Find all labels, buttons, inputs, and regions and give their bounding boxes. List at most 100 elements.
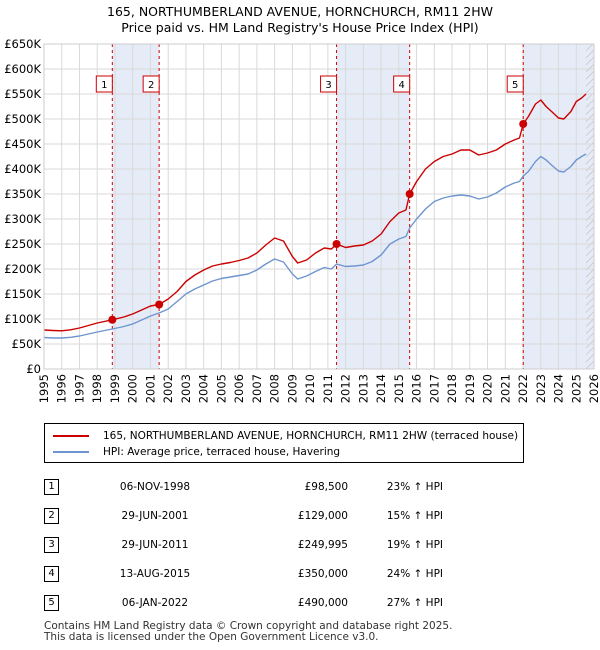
chart-legend: 165, NORTHUMBERLAND AVENUE, HORNCHURCH, … bbox=[44, 423, 524, 463]
x-tick-label: 1999 bbox=[108, 374, 122, 403]
x-tick-label: 1996 bbox=[55, 374, 69, 403]
y-tick-label: £100K bbox=[4, 312, 41, 326]
x-tick-label: 2020 bbox=[481, 374, 495, 403]
transaction-hpi-change: 23% ↑ HPI bbox=[386, 480, 443, 493]
chart-subtitle: Price paid vs. HM Land Registry's House … bbox=[121, 20, 479, 35]
footer-copyright: Contains HM Land Registry data © Crown c… bbox=[44, 620, 453, 632]
transaction-number-cell: 4 bbox=[44, 559, 80, 588]
y-tick-label: £650K bbox=[4, 37, 41, 51]
y-tick-label: £300K bbox=[4, 212, 41, 226]
transaction-price: £98,500 bbox=[304, 480, 348, 493]
legend-swatch-red bbox=[53, 435, 89, 437]
transaction-price: £129,000 bbox=[297, 509, 348, 522]
hpi-line bbox=[43, 153, 587, 339]
shade-period-1 bbox=[112, 44, 160, 369]
transaction-price: £490,000 bbox=[297, 596, 348, 609]
x-tick-label: 1997 bbox=[72, 374, 86, 403]
sale-label-box-3 bbox=[320, 75, 338, 93]
sale-point-1 bbox=[108, 315, 117, 324]
transaction-price: £249,995 bbox=[297, 538, 348, 551]
transaction-date: 29-JUN-2001 bbox=[121, 509, 189, 522]
transaction-date: 06-NOV-1998 bbox=[119, 480, 191, 493]
y-tick-label: £400K bbox=[4, 162, 41, 176]
transaction-number-cell: 1 bbox=[44, 472, 80, 501]
transaction-date: 06-JAN-2022 bbox=[121, 596, 189, 609]
y-tick-label: £50K bbox=[12, 337, 42, 351]
transaction-number: 1 bbox=[44, 478, 59, 495]
chart-title: 165, NORTHUMBERLAND AVENUE, HORNCHURCH, … bbox=[107, 4, 493, 19]
sale-label-box-1 bbox=[95, 75, 113, 93]
x-tick-label: 2000 bbox=[126, 374, 140, 403]
x-tick-label: 2022 bbox=[516, 374, 530, 403]
footer-license: This data is licensed under the Open Gov… bbox=[44, 631, 379, 643]
x-tick-label: 2006 bbox=[232, 374, 246, 403]
y-tick-label: £0 bbox=[26, 362, 41, 376]
y-tick-label: £150K bbox=[4, 287, 41, 301]
x-tick-label: 2023 bbox=[534, 374, 548, 403]
y-tick-label: £450K bbox=[4, 137, 41, 151]
x-tick-label: 2011 bbox=[321, 374, 335, 403]
x-tick-label: 2018 bbox=[445, 374, 459, 403]
x-tick-label: 2003 bbox=[179, 374, 193, 403]
x-tick-label: 2009 bbox=[285, 374, 299, 403]
legend-item-hpi: HPI: Average price, terraced house, Have… bbox=[53, 445, 340, 459]
sale-point-5 bbox=[519, 120, 528, 128]
transaction-hpi-change: 19% ↑ HPI bbox=[386, 538, 443, 551]
x-tick-label: 2013 bbox=[356, 374, 370, 403]
transaction-number: 5 bbox=[44, 594, 59, 611]
legend-swatch-blue bbox=[53, 451, 89, 453]
transaction-row: 5 06-JAN-2022 £490,000 27% ↑ HPI bbox=[44, 588, 443, 617]
x-tick-label: 2016 bbox=[410, 374, 424, 403]
sale-label-3: 3 bbox=[325, 80, 331, 91]
transaction-number: 2 bbox=[44, 507, 59, 524]
transactions-table: 1 06-NOV-1998 £98,500 23% ↑ HPI 2 29-JUN-2001… bbox=[44, 472, 443, 617]
x-tick-label: 2002 bbox=[161, 374, 175, 403]
sale-label-box-2 bbox=[142, 75, 160, 93]
y-tick-label: £550K bbox=[4, 87, 41, 101]
x-tick-label: 2004 bbox=[197, 374, 211, 403]
x-tick-label: 2021 bbox=[498, 374, 512, 403]
x-tick-label: 1998 bbox=[90, 374, 104, 403]
transaction-date: 13-AUG-2015 bbox=[119, 567, 191, 580]
y-tick-label: £250K bbox=[4, 237, 41, 251]
shade-period-2 bbox=[336, 44, 410, 369]
y-tick-label: £500K bbox=[4, 112, 41, 126]
sale-label-5: 5 bbox=[512, 80, 518, 91]
x-tick-label: 1995 bbox=[37, 374, 51, 403]
y-tick-label: £350K bbox=[4, 187, 41, 201]
x-tick-label: 2005 bbox=[214, 374, 228, 403]
transaction-hpi-change: 24% ↑ HPI bbox=[386, 567, 443, 580]
sale-point-4 bbox=[405, 190, 414, 198]
sale-point-2 bbox=[155, 300, 164, 309]
transaction-hpi-change: 15% ↑ HPI bbox=[386, 509, 443, 522]
sale-label-box-4 bbox=[393, 75, 411, 93]
x-tick-label: 2025 bbox=[569, 374, 583, 403]
plot-border bbox=[43, 43, 595, 370]
transaction-number-cell: 5 bbox=[44, 588, 80, 617]
transaction-number: 3 bbox=[44, 536, 59, 553]
x-tick-label: 2010 bbox=[303, 374, 317, 403]
x-tick-label: 2007 bbox=[250, 374, 264, 403]
legend-item-property: 165, NORTHUMBERLAND AVENUE, HORNCHURCH, … bbox=[53, 429, 518, 443]
sale-label-1: 1 bbox=[101, 80, 107, 91]
y-tick-label: £600K bbox=[4, 62, 41, 76]
transaction-date: 29-JUN-2011 bbox=[121, 538, 189, 551]
transaction-row: 2 29-JUN-2001 £129,000 15% ↑ HPI bbox=[44, 501, 443, 530]
transaction-price: £350,000 bbox=[297, 567, 348, 580]
x-tick-label: 2012 bbox=[339, 374, 353, 403]
transaction-number-cell: 2 bbox=[44, 501, 80, 530]
sale-label-2: 2 bbox=[148, 80, 154, 91]
x-tick-label: 2026 bbox=[587, 374, 600, 403]
x-tick-label: 2024 bbox=[552, 374, 566, 403]
x-tick-label: 2008 bbox=[268, 374, 282, 403]
x-tick-label: 2001 bbox=[143, 374, 157, 403]
hatched-region bbox=[586, 44, 594, 369]
transaction-number-cell: 3 bbox=[44, 530, 80, 559]
price-chart: 1 2 3 4 5 £0 £50K £100K £150K £200K £250K £300K £35… bbox=[4, 37, 600, 403]
transaction-hpi-change: 27% ↑ HPI bbox=[386, 596, 443, 609]
sale-point-3 bbox=[332, 240, 341, 249]
legend-label-property: 165, NORTHUMBERLAND AVENUE, HORNCHURCH, … bbox=[103, 430, 519, 442]
sale-label-box-5 bbox=[506, 75, 524, 93]
x-tick-label: 2014 bbox=[374, 374, 388, 403]
sale-label-4: 4 bbox=[398, 80, 404, 91]
